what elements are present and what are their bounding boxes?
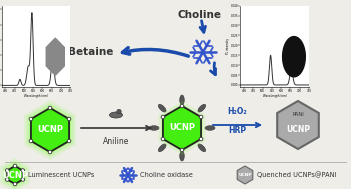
Polygon shape [163,106,201,150]
Text: UCNP: UCNP [2,170,28,180]
Polygon shape [46,38,64,75]
Polygon shape [237,166,253,184]
Ellipse shape [158,104,166,112]
Polygon shape [159,101,205,155]
Text: Aniline: Aniline [103,137,129,146]
Text: Choline: Choline [178,10,222,20]
Circle shape [48,150,52,154]
Circle shape [180,148,184,152]
Circle shape [5,178,9,181]
X-axis label: Wavelength (nm): Wavelength (nm) [263,94,287,98]
Ellipse shape [198,144,206,152]
Ellipse shape [198,104,206,112]
Text: PANI: PANI [292,112,304,117]
Circle shape [199,137,203,141]
Ellipse shape [110,112,122,118]
Polygon shape [27,103,73,157]
Y-axis label: PL intensity: PL intensity [226,38,230,54]
Circle shape [199,115,203,119]
Circle shape [48,106,52,110]
Polygon shape [283,37,305,77]
Circle shape [29,139,33,143]
Text: UCNP: UCNP [238,173,252,177]
Polygon shape [3,161,27,189]
Text: UCNP: UCNP [37,125,63,135]
Circle shape [161,137,165,141]
Text: Betaine: Betaine [68,47,113,57]
Polygon shape [0,158,30,189]
Circle shape [117,109,121,114]
Ellipse shape [180,95,184,105]
Circle shape [13,164,17,168]
Text: Choline oxidase: Choline oxidase [140,172,193,178]
Text: Luminescent UCNPs: Luminescent UCNPs [28,172,94,178]
Polygon shape [6,164,25,186]
Circle shape [180,104,184,108]
Text: H₂O₂: H₂O₂ [227,107,247,116]
Polygon shape [31,108,69,152]
Circle shape [67,117,71,121]
Circle shape [21,169,25,172]
Ellipse shape [205,126,215,130]
Text: Quenched UCNPs@PANI: Quenched UCNPs@PANI [257,172,336,178]
Ellipse shape [180,151,184,161]
Circle shape [13,182,17,186]
Circle shape [29,117,33,121]
Text: HRP: HRP [228,126,246,135]
Ellipse shape [149,126,159,130]
Polygon shape [161,104,203,152]
X-axis label: Wavelength (nm): Wavelength (nm) [24,94,48,98]
Text: O₂: O₂ [248,74,259,83]
Text: UCNP: UCNP [169,123,195,132]
Polygon shape [7,166,23,184]
Text: UCNP: UCNP [286,125,310,134]
Polygon shape [29,106,71,154]
Circle shape [161,115,165,119]
Polygon shape [24,100,76,160]
Polygon shape [277,101,319,149]
Circle shape [5,169,9,172]
Circle shape [21,178,25,181]
Circle shape [67,139,71,143]
Ellipse shape [158,144,166,152]
